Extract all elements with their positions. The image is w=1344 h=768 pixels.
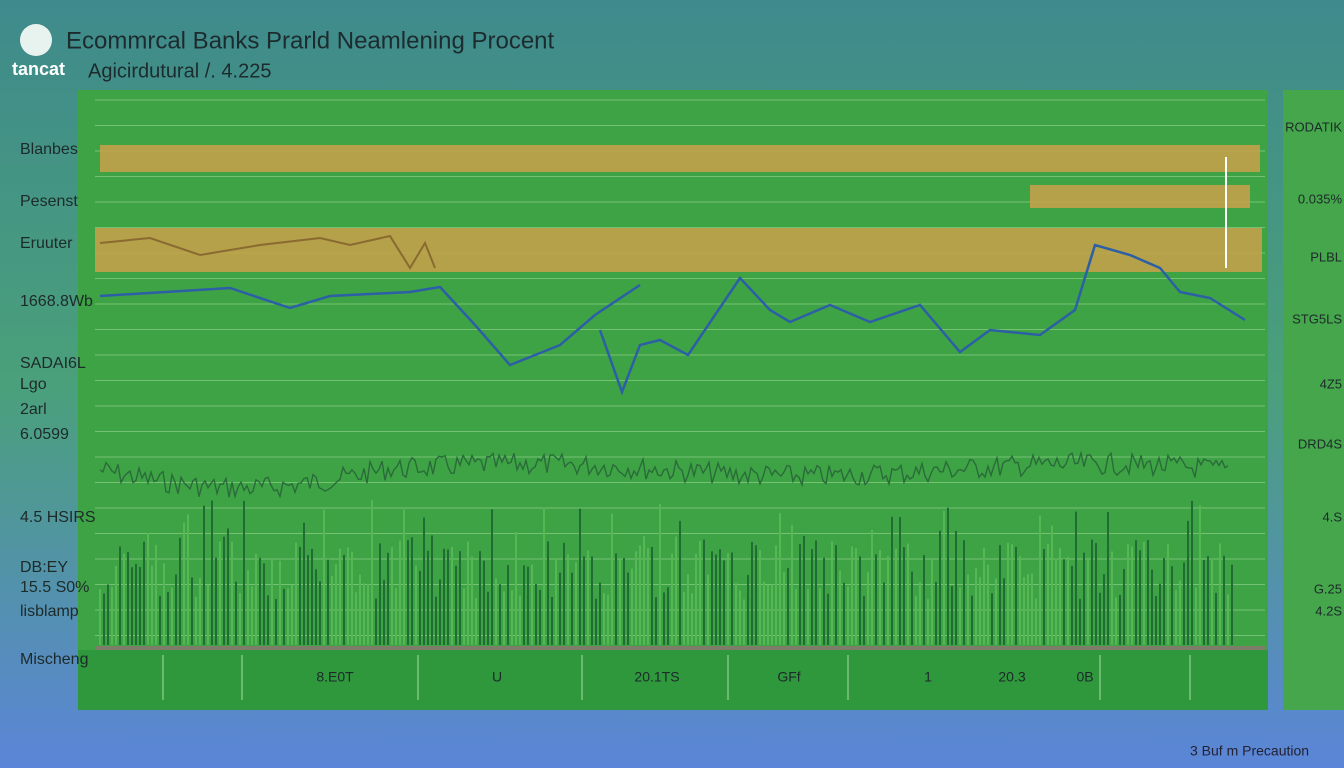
side-label: STG5LS — [1292, 311, 1342, 326]
x-label: 0B — [1076, 669, 1093, 685]
subtitle: Agicirdutural /. 4.225 — [88, 60, 271, 82]
noise — [99, 450, 1229, 500]
row-label: 4.5 HSIRS — [20, 509, 96, 526]
row-label: SADAI6L — [20, 355, 86, 372]
trend — [99, 234, 436, 270]
side-label: 0.035% — [1298, 191, 1343, 206]
row-label: Blanbes — [20, 141, 78, 158]
row-label: Lgo — [20, 376, 47, 393]
right-labels: RODATIK 0.035% PLBL STG5LS 4Z5 DRD4S 4.S G.25 4.… — [1285, 119, 1342, 618]
trend — [99, 283, 641, 367]
x-label: 20.1TS — [634, 669, 679, 685]
title: Ecommrcal Banks Prarld Neamlening Procen… — [66, 27, 555, 54]
left-labels: Blanbes Pesenst Eruuter 1668.8Wb SADAI6L Lgo 2… — [20, 141, 96, 668]
row-label: 6.0599 — [20, 426, 69, 443]
x-ticks: 8.E0T U 20.1TS GFf 1 20.3 0B — [162, 655, 1191, 700]
row-label: 15.5 S0% — [20, 579, 89, 596]
side-panel — [1283, 90, 1344, 710]
side-label: PLBL — [1310, 249, 1342, 264]
side-label: 4Z5 — [1320, 376, 1342, 391]
side-label: 4.S — [1322, 509, 1342, 524]
side-label: RODATIK — [1285, 119, 1342, 134]
row-label: Pesenst — [20, 193, 78, 210]
band — [95, 228, 1262, 272]
noise-line — [99, 450, 1229, 500]
trend — [598, 243, 1246, 396]
x-label: GFf — [777, 669, 800, 685]
row-label: Eruuter — [20, 235, 73, 252]
band — [100, 145, 1260, 172]
row-label: Mischeng — [20, 651, 88, 668]
x-label: U — [492, 669, 502, 685]
band — [1030, 185, 1250, 208]
x-label: 20.3 — [998, 669, 1025, 685]
logo-icon — [20, 24, 52, 56]
side-label: 4.2S — [1315, 603, 1342, 618]
row-label: 1668.8Wb — [20, 293, 93, 310]
axis-band — [78, 650, 1268, 710]
footer: 3 Buf m Precaution — [1190, 743, 1309, 759]
row-label: lisblamp — [20, 603, 79, 620]
x-label: 8.E0T — [316, 669, 354, 685]
bars — [99, 500, 1233, 645]
side-label: DRD4S — [1298, 436, 1342, 451]
logo: tancat — [12, 59, 65, 79]
row-label: 2arl — [20, 401, 47, 418]
side-label: G.25 — [1314, 581, 1342, 596]
x-label: 1 — [924, 669, 932, 685]
row-label: DB:EY — [20, 559, 68, 576]
